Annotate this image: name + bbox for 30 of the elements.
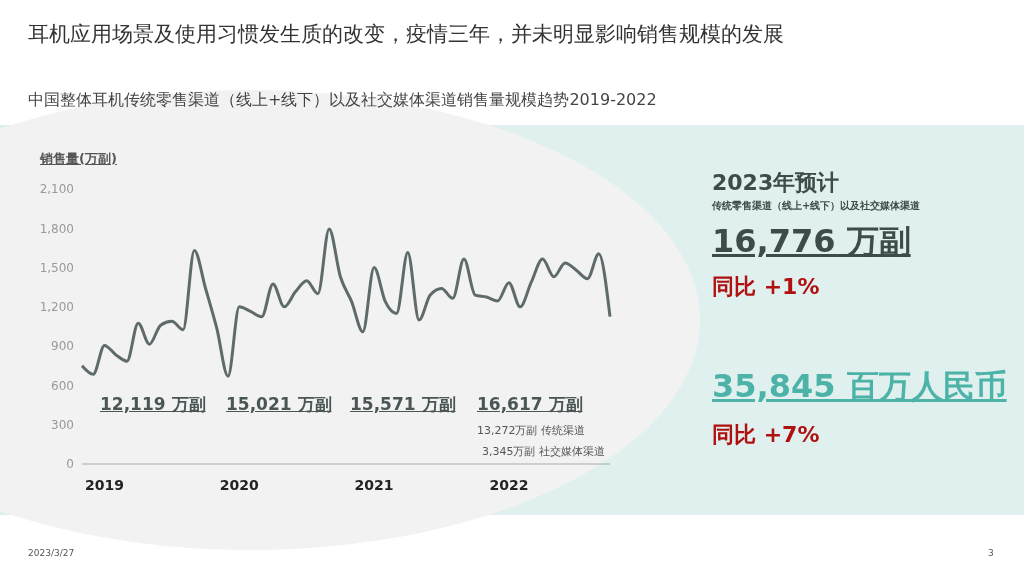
x-tick-label: 2020 (219, 476, 260, 493)
chart-subtitle: 中国整体耳机传统零售渠道（线上+线下）以及社交媒体渠道销售量规模趋势2019-2022 (28, 90, 657, 111)
annotation: 16,617 万副 (477, 393, 583, 416)
text: 2023年预计 (712, 169, 840, 197)
text: 35,845 百万人民币 (712, 366, 1007, 407)
annotation: 15,571 万副 (350, 393, 456, 416)
annotation: 12,119 万副 (100, 393, 206, 416)
annotation: 13,272万副 传统渠道 (477, 423, 585, 438)
y-tick-label: 1,500 (39, 260, 74, 275)
text: 2023/3/27 (28, 548, 75, 558)
y-tick-label: 1,200 (39, 300, 74, 315)
x-tick-label: 2019 (84, 476, 124, 493)
text: 3 (988, 548, 994, 558)
y-tick-label: 1,800 (39, 221, 74, 236)
chart-title: 耳机应用场景及使用习惯发生质的改变，疫情三年，并未明显影响销售规模的发展 (28, 21, 784, 48)
x-tick-label: 2022 (489, 476, 529, 493)
text: 同比 +7% (712, 421, 820, 449)
line-series (80, 227, 612, 378)
text: 传统零售渠道（线上+线下）以及社交媒体渠道 (712, 199, 921, 213)
text: 16,776 万副 (712, 221, 911, 262)
annotation: 3,345万副 社交媒体渠道 (482, 444, 605, 459)
x-tick-label: 2021 (354, 476, 394, 493)
y-tick-label: 300 (51, 417, 74, 432)
y-tick-label: 600 (51, 378, 74, 393)
y-tick-label: 0 (66, 457, 74, 472)
y-tick-label: 2,100 (39, 182, 74, 197)
y-axis-title: 销售量(万副) (40, 150, 117, 168)
annotation: 15,021 万副 (226, 393, 332, 416)
y-tick-label: 900 (51, 339, 74, 354)
text: 同比 +1% (712, 273, 820, 301)
